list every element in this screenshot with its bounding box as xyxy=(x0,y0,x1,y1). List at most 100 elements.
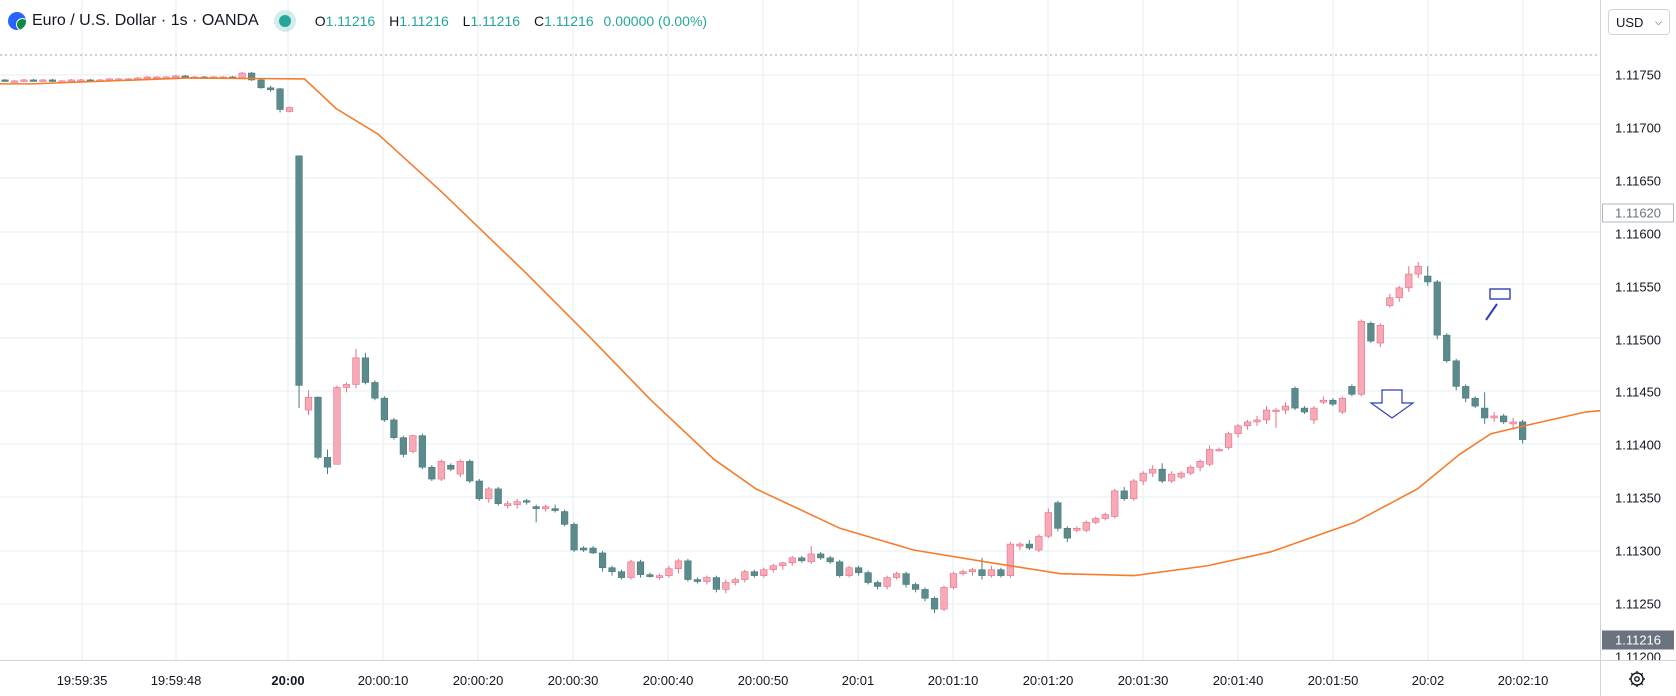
candle-body xyxy=(361,357,370,383)
candle-body xyxy=(475,480,483,500)
candle xyxy=(304,390,313,415)
time-scale[interactable]: 19:59:35 19:59:48 20:00 20:00:10 20:00:20 20:… xyxy=(0,660,1600,696)
candle xyxy=(67,78,75,82)
candle-body xyxy=(380,397,389,421)
candle-body xyxy=(143,76,151,79)
candle xyxy=(485,486,493,503)
candle-body xyxy=(29,79,38,82)
candle-body xyxy=(864,572,872,583)
candle-body xyxy=(1291,388,1299,409)
candle-body xyxy=(646,574,654,577)
price-label: 1.11750 xyxy=(1615,67,1662,83)
candle-body xyxy=(1376,325,1384,344)
candle-body xyxy=(67,79,75,82)
candle-body xyxy=(1262,409,1271,421)
candle-body xyxy=(836,561,844,576)
candle-body xyxy=(551,508,559,511)
market-status-icon[interactable] xyxy=(278,15,291,27)
candle-body xyxy=(1367,323,1375,342)
candle-body xyxy=(1016,543,1024,547)
candle xyxy=(494,486,502,506)
candle xyxy=(1224,431,1233,450)
candle xyxy=(323,449,332,475)
candle xyxy=(542,504,550,512)
candle-body xyxy=(1111,490,1119,517)
currency-select[interactable]: USD ⌵ xyxy=(1608,9,1670,35)
candle-body xyxy=(1044,512,1052,537)
candle xyxy=(532,504,540,523)
candle-body xyxy=(978,569,986,576)
candle xyxy=(779,561,787,570)
candle xyxy=(741,569,749,583)
candle-body xyxy=(1443,334,1451,362)
candle-body xyxy=(504,503,512,506)
candle xyxy=(722,579,730,594)
candle-body xyxy=(248,72,256,81)
candle xyxy=(1272,408,1280,428)
candle-body xyxy=(1205,449,1214,465)
time-label: 20:02 xyxy=(1411,673,1445,688)
candle xyxy=(930,596,939,614)
time-label: 20:01:40 xyxy=(1212,673,1264,688)
candle xyxy=(570,522,578,552)
candle xyxy=(29,78,38,82)
candle-body xyxy=(513,501,521,505)
candle xyxy=(1101,512,1109,521)
candle xyxy=(1500,413,1508,424)
candle-body xyxy=(1386,297,1394,306)
candle-body xyxy=(523,500,531,503)
settings-icon[interactable] xyxy=(1627,669,1647,689)
candle-body xyxy=(845,567,853,576)
chart-canvas[interactable] xyxy=(0,0,1607,660)
candle-body xyxy=(1395,287,1403,299)
time-label: 19:59:35 xyxy=(56,673,108,688)
candle xyxy=(1044,508,1052,539)
candle-body xyxy=(1452,360,1460,387)
scale-settings xyxy=(1600,660,1676,696)
candle xyxy=(504,500,512,509)
candle-body xyxy=(1101,514,1109,519)
candle-body xyxy=(589,547,597,554)
candle xyxy=(276,87,284,113)
candle xyxy=(352,348,360,389)
candle-body xyxy=(39,79,47,82)
candle xyxy=(399,435,407,458)
candle-body xyxy=(1348,386,1356,395)
candle xyxy=(693,577,702,584)
candle-body xyxy=(1253,419,1261,423)
candle xyxy=(10,79,19,83)
candle xyxy=(48,78,57,82)
candle-body xyxy=(409,435,417,452)
candle xyxy=(788,555,796,566)
candle xyxy=(636,559,645,578)
candle-body xyxy=(153,76,161,79)
candle-body xyxy=(665,568,673,576)
candle xyxy=(1168,471,1176,483)
price-scale[interactable]: USD ⌵ 1.11750 1.11700 1.11650 1.11600 1.1155… xyxy=(1600,0,1676,665)
candle xyxy=(703,575,711,585)
candle-body xyxy=(627,561,635,578)
candle-body xyxy=(1139,472,1147,482)
price-label: 1.11400 xyxy=(1615,437,1662,453)
candle-body xyxy=(883,577,891,587)
candle xyxy=(826,555,834,564)
candle-body xyxy=(1025,543,1033,549)
chart-pane[interactable]: Euro / U.S. Dollar · 1s · OANDA O1.11216… xyxy=(0,0,1607,660)
candle xyxy=(1262,406,1271,424)
candle xyxy=(1414,262,1422,279)
candle-body xyxy=(276,88,284,110)
candle-body xyxy=(304,396,313,411)
price-label: 1.11250 xyxy=(1615,596,1662,612)
candle xyxy=(817,551,825,560)
candle xyxy=(447,463,455,472)
candle-body xyxy=(172,75,180,78)
candle xyxy=(153,75,161,79)
symbol-title[interactable]: Euro / U.S. Dollar · 1s · OANDA xyxy=(32,12,259,29)
price-label: 1.11300 xyxy=(1615,543,1662,559)
candle xyxy=(1243,419,1252,430)
candle xyxy=(769,563,777,573)
candle xyxy=(1310,406,1318,424)
time-label: 20:00:30 xyxy=(547,673,599,688)
candle-body xyxy=(1168,473,1176,482)
candle-body xyxy=(1509,421,1517,425)
